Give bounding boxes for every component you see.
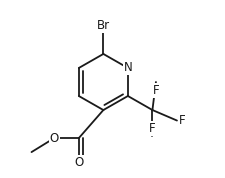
Text: F: F [152,84,159,97]
Text: Br: Br [96,19,109,32]
Text: O: O [74,156,83,169]
Text: F: F [178,114,184,127]
Text: O: O [50,132,59,145]
Text: N: N [123,61,132,74]
Text: F: F [148,122,155,135]
